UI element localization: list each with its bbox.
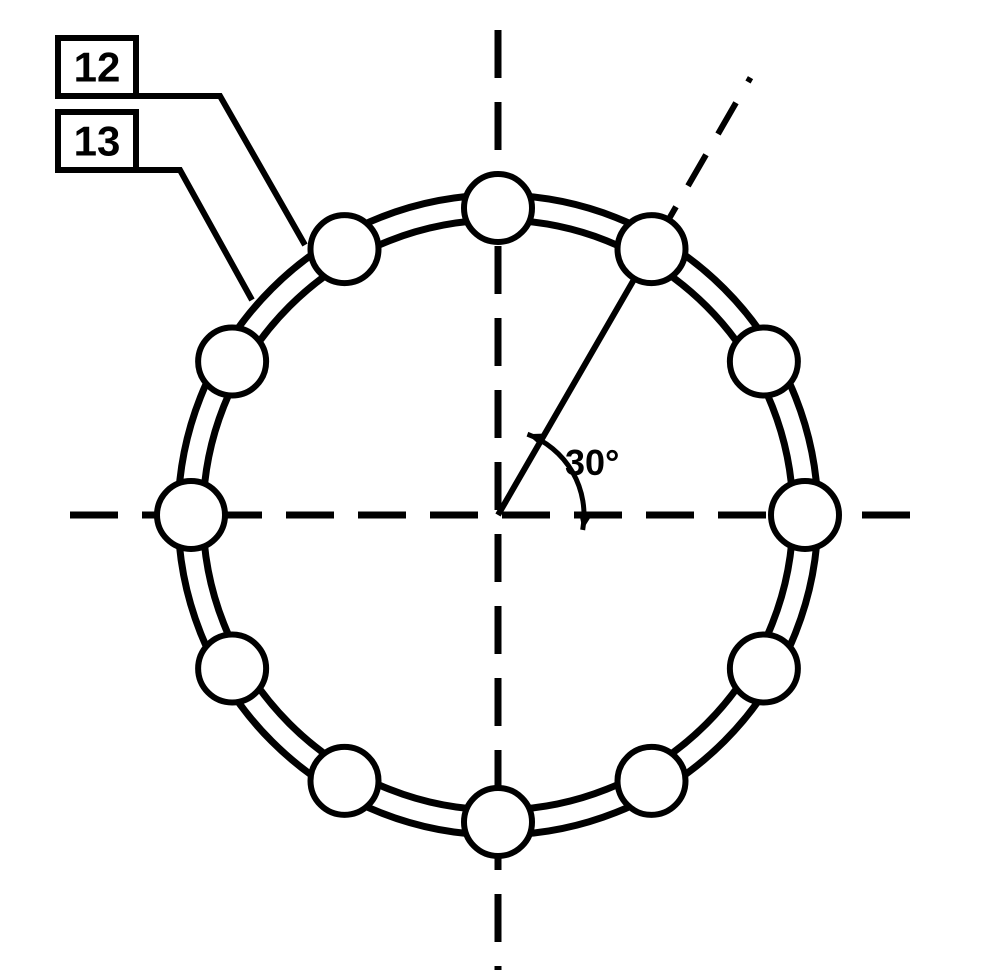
callout-leader (136, 170, 252, 300)
bolt-circle (198, 328, 266, 396)
bolt-circle (618, 747, 686, 815)
bolt-circle (730, 328, 798, 396)
bolt-circle (771, 481, 839, 549)
bolt-circle (157, 481, 225, 549)
angle-radial-dash (658, 78, 751, 238)
bolt-circle (311, 215, 379, 283)
bolt-circle (618, 215, 686, 283)
callout-text: 13 (74, 118, 121, 165)
callout-13: 13 (58, 112, 252, 300)
angle-value: 30° (565, 442, 619, 483)
callouts: 12 13 (58, 38, 305, 300)
bolt-circle (730, 635, 798, 703)
callout-text: 12 (74, 44, 121, 91)
bolt-circle (311, 747, 379, 815)
bolt-circle (198, 635, 266, 703)
bolt-circle (464, 174, 532, 242)
angle-marker: 30° (498, 78, 751, 530)
bolt-circle (464, 788, 532, 856)
